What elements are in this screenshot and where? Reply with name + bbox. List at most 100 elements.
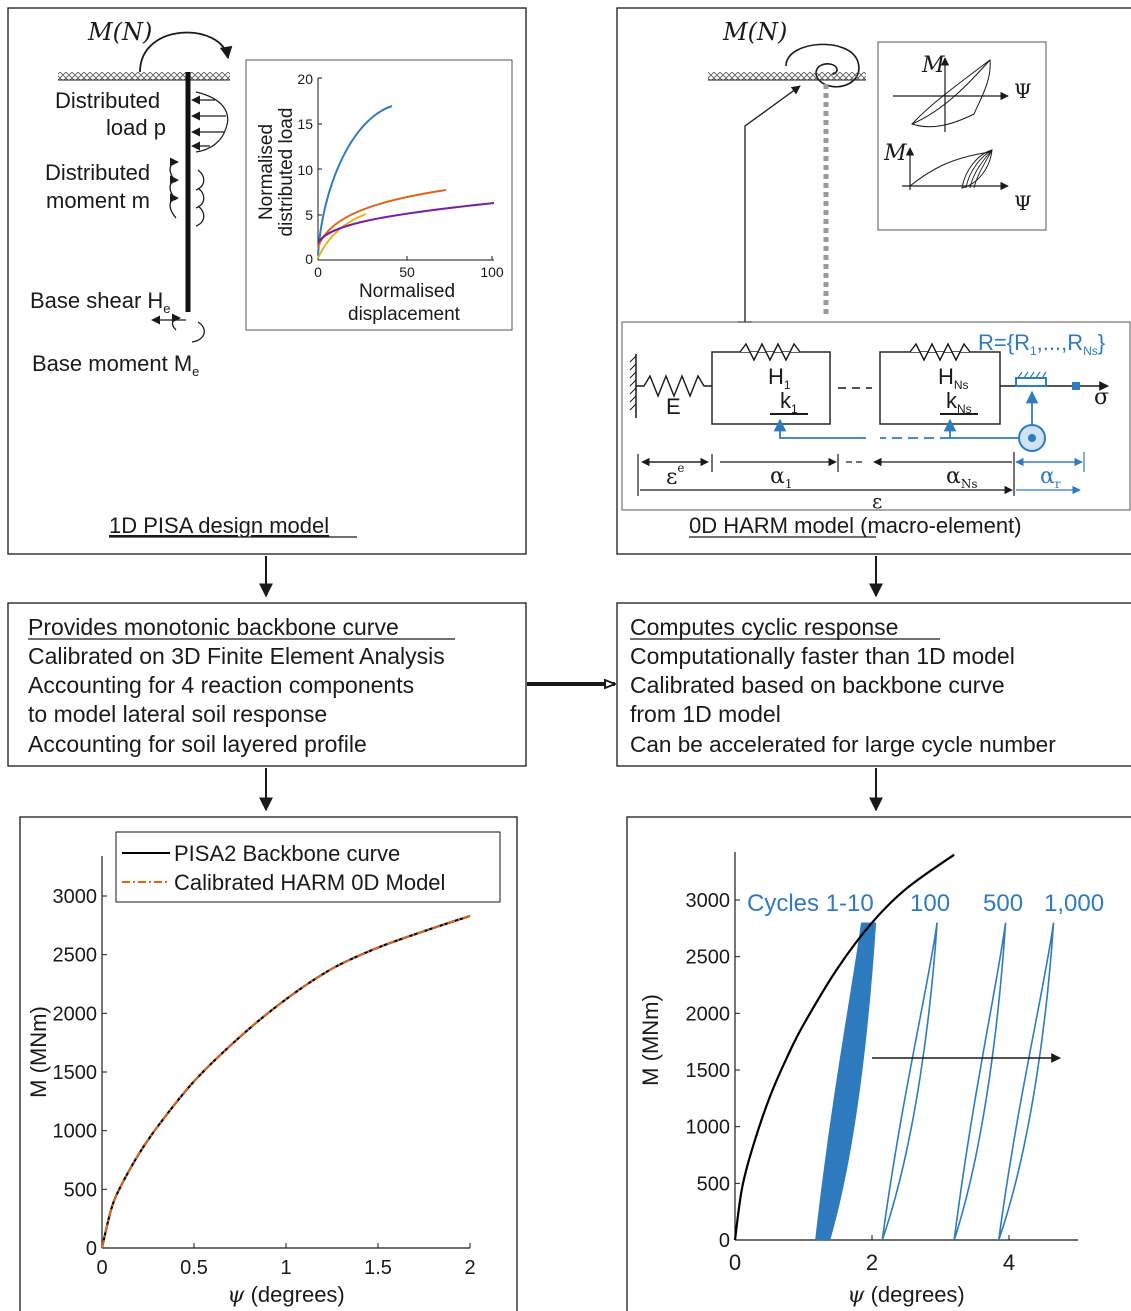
right-y-tick-label: 500 <box>697 1173 730 1195</box>
right-x-tick-label: 2 <box>866 1250 878 1275</box>
left-x-tick-label: 1 <box>280 1257 291 1279</box>
cycle-loop <box>828 922 877 1241</box>
load-distribution-curve <box>195 91 229 153</box>
cycle-label: 500 <box>983 890 1023 917</box>
inset-x-label-2: displacement <box>348 304 461 325</box>
inset-y-label-1: Normalised <box>256 124 277 220</box>
inset-curve-purple <box>317 202 495 244</box>
hysteresis-inset: M Ψ M Ψ <box>877 41 1047 231</box>
box-right-heading: Computes cyclic response <box>630 614 898 640</box>
left-x-label: ψ (degrees) <box>227 1282 345 1308</box>
right-y-tick-label: 2000 <box>686 1003 731 1025</box>
left-y-tick-label: 1000 <box>53 1121 98 1143</box>
distributed-load-label-2: load p <box>106 115 166 140</box>
label-R: R={R1,...,RNs} <box>978 330 1105 358</box>
left-y-tick-label: 3000 <box>53 886 98 908</box>
inset-curve-blue <box>317 105 393 256</box>
label-alphar: αr <box>1040 464 1061 491</box>
right-y-tick-label: 3000 <box>686 890 731 912</box>
harm-moment-label: M(N) <box>722 18 787 46</box>
label-eps-e: εe <box>666 461 685 490</box>
left-x-tick-label: 2 <box>464 1257 475 1279</box>
label-E: E <box>666 394 681 419</box>
leader-line <box>744 85 801 322</box>
left-x-tick-label: 0.5 <box>180 1257 208 1279</box>
left-y-tick-label: 500 <box>64 1179 97 1201</box>
right-y-tick-label: 0 <box>719 1230 730 1252</box>
right-x-tick-label: 4 <box>1003 1250 1015 1275</box>
cycle-loop <box>953 922 1007 1241</box>
text-box-left: Provides monotonic backbone curve Calibr… <box>7 602 527 767</box>
inset-m-label-2: M <box>883 141 907 166</box>
harm-title: 0D HARM model (macro-element) <box>689 513 1022 538</box>
inset-y-tick: 20 <box>297 71 313 87</box>
left-y-label: M (MNm) <box>26 1006 51 1098</box>
base-shear-label: Base shear He <box>30 288 171 316</box>
distributed-moment-label-2: moment m <box>46 188 150 213</box>
inset-y-tick: 10 <box>297 162 313 178</box>
base-moment-arc <box>191 321 205 343</box>
right-y-label: M (MNm) <box>638 994 663 1086</box>
text-box-right: Computes cyclic response Computationally… <box>616 602 1131 767</box>
label-k1: k1 <box>780 388 798 416</box>
label-H1: H1 <box>768 364 791 392</box>
inset-y-tick: 15 <box>297 116 313 132</box>
left-y-tick-label: 2500 <box>53 945 98 967</box>
inset-x-label-1: Normalised <box>359 281 455 302</box>
box-right-line: Computationally faster than 1D model <box>630 643 1015 669</box>
base-moment-label: Base moment Me <box>32 351 199 379</box>
flow-arrows <box>259 556 883 812</box>
cycle-label: 100 <box>910 890 950 917</box>
ground-hatch <box>58 72 230 80</box>
chart-left: 0 0.5 1 1.5 2 0 500 1000 1500 2000 2500 3000 M (MNm… <box>19 816 518 1311</box>
inset-x-tick: 100 <box>480 264 504 280</box>
pisa-moment-label: M(N) <box>87 18 152 46</box>
legend-entry: Calibrated HARM 0D Model <box>174 870 445 895</box>
inset-y-tick: 0 <box>305 251 313 267</box>
inset-psi-label-2: Ψ <box>1014 191 1032 215</box>
right-y-tick-label: 1500 <box>686 1060 731 1082</box>
inset-x-tick: 0 <box>314 264 322 280</box>
pisa-title: 1D PISA design model <box>109 513 329 538</box>
left-x-tick-label: 0 <box>96 1257 107 1279</box>
right-y-tick-label: 1000 <box>686 1117 731 1139</box>
left-y-tick-label: 2000 <box>53 1003 98 1025</box>
box-right-line: Can be accelerated for large cycle numbe… <box>630 732 1056 757</box>
inset-load-displacement-chart: 20 15 10 5 0 0 50 100 Normalised displac… <box>245 59 513 331</box>
box-left-heading: Provides monotonic backbone curve <box>28 614 399 640</box>
rotational-spring-spiral <box>785 43 860 88</box>
spring-E <box>636 374 712 398</box>
label-sigma: σ <box>1094 385 1109 410</box>
legend-entry: PISA2 Backbone curve <box>174 841 400 866</box>
right-x-tick-label: 0 <box>729 1250 741 1275</box>
cycle-loop <box>997 922 1055 1241</box>
inset-x-tick: 50 <box>399 264 415 280</box>
left-y-tick-label: 1500 <box>53 1062 98 1084</box>
box-left-line: Accounting for soil layered profile <box>28 731 367 757</box>
box-right-line: from 1D model <box>630 701 781 727</box>
left-y-tick-label: 0 <box>86 1238 97 1260</box>
inset-psi-label-1: Ψ <box>1014 79 1032 103</box>
label-eps: ε <box>872 489 882 513</box>
label-alpha1: α1 <box>770 464 793 491</box>
cycle-loop <box>881 922 938 1241</box>
box-right-line: Calibrated based on backbone curve <box>630 672 1005 698</box>
macro-element-schematic: E H1 k1 HNs kNs σ R={R1,...,RNs} <box>621 321 1131 513</box>
label-HNs: HNs <box>938 364 969 392</box>
distributed-moment-label-1: Distributed <box>45 160 150 185</box>
cycle-label: 1,000 <box>1044 890 1104 917</box>
box-left-line: Calibrated on 3D Finite Element Analysis <box>28 643 445 669</box>
box-left-line: to model lateral soil response <box>28 701 327 727</box>
pisa-panel: M(N) Distributed load p Distributed mome… <box>7 7 527 555</box>
cyclic-backbone-curve <box>733 853 955 1241</box>
harm-panel: M(N) M Ψ M Ψ <box>616 7 1131 555</box>
label-kNs: kNs <box>946 388 972 416</box>
left-x-tick-label: 1.5 <box>364 1257 392 1279</box>
right-x-label: ψ (degrees) <box>847 1282 965 1308</box>
applied-moment-arrow <box>139 31 233 73</box>
distributed-load-label-1: Distributed <box>55 88 160 113</box>
inset-m-label-1: M <box>921 53 945 78</box>
harm-ground-hatch <box>708 72 866 80</box>
chart-right: 0 2 4 0 500 1000 1500 2000 2500 3000 M (MNm) ψ (d… <box>626 816 1131 1311</box>
